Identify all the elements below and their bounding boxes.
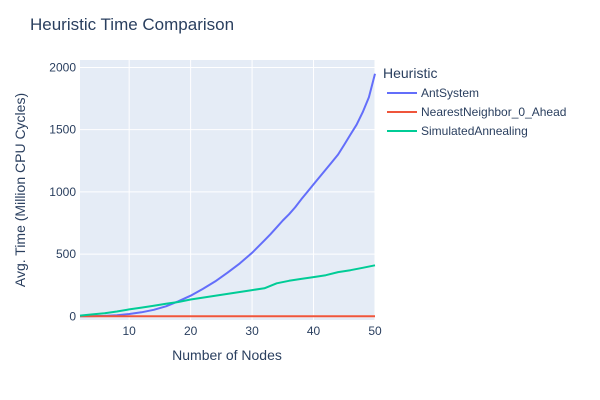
- legend-item-nearestneighbor-0-ahead[interactable]: NearestNeighbor_0_Ahead: [387, 105, 566, 119]
- x-tick-label: 40: [307, 324, 321, 338]
- x-tick-label: 30: [245, 324, 259, 338]
- legend-label: NearestNeighbor_0_Ahead: [421, 105, 566, 119]
- x-tick-label: 50: [368, 324, 382, 338]
- chart-title: Heuristic Time Comparison: [30, 15, 234, 34]
- legend-label: SimulatedAnnealing: [421, 124, 528, 138]
- y-tick-label: 0: [69, 309, 76, 323]
- y-tick-label: 2000: [49, 60, 76, 74]
- series-lines: [79, 73, 376, 318]
- y-tick-label: 500: [56, 247, 76, 261]
- x-axis-label: Number of Nodes: [172, 347, 282, 363]
- x-tick-label: 10: [122, 324, 136, 338]
- x-tick-label: 20: [184, 324, 198, 338]
- legend-title: Heuristic: [383, 65, 437, 81]
- y-tick-label: 1500: [49, 123, 76, 137]
- legend[interactable]: Heuristic AntSystem NearestNeighbor_0_Ahe…: [383, 65, 566, 138]
- legend-label: AntSystem: [421, 86, 479, 100]
- legend-item-antsystem[interactable]: AntSystem: [387, 86, 479, 100]
- plot-area: [80, 60, 375, 320]
- series-line-simulatedannealing: [79, 264, 376, 317]
- legend-item-simulatedannealing[interactable]: SimulatedAnnealing: [387, 124, 528, 138]
- y-tick-label: 1000: [49, 185, 76, 199]
- series-line-antsystem: [79, 73, 376, 318]
- y-axis-label: Avg. Time (Million CPU Cycles): [12, 93, 28, 287]
